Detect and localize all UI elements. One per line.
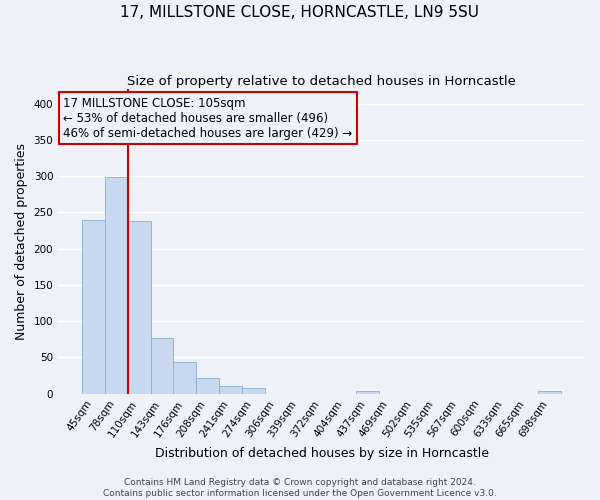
Title: Size of property relative to detached houses in Horncastle: Size of property relative to detached ho… [127,75,516,88]
Bar [151,338,173,394]
Text: 17 MILLSTONE CLOSE: 105sqm
← 53% of detached houses are smaller (496)
46% of sem: 17 MILLSTONE CLOSE: 105sqm ← 53% of deta… [64,97,353,140]
Bar [128,221,151,394]
Bar [242,388,265,394]
Bar [105,177,128,394]
Bar [219,386,242,394]
Bar [538,390,561,394]
Bar [173,362,196,394]
Text: Contains HM Land Registry data © Crown copyright and database right 2024.
Contai: Contains HM Land Registry data © Crown c… [103,478,497,498]
Bar [196,378,219,394]
X-axis label: Distribution of detached houses by size in Horncastle: Distribution of detached houses by size … [155,447,488,460]
Text: 17, MILLSTONE CLOSE, HORNCASTLE, LN9 5SU: 17, MILLSTONE CLOSE, HORNCASTLE, LN9 5SU [121,5,479,20]
Bar [356,390,379,394]
Y-axis label: Number of detached properties: Number of detached properties [15,143,28,340]
Bar [82,220,105,394]
